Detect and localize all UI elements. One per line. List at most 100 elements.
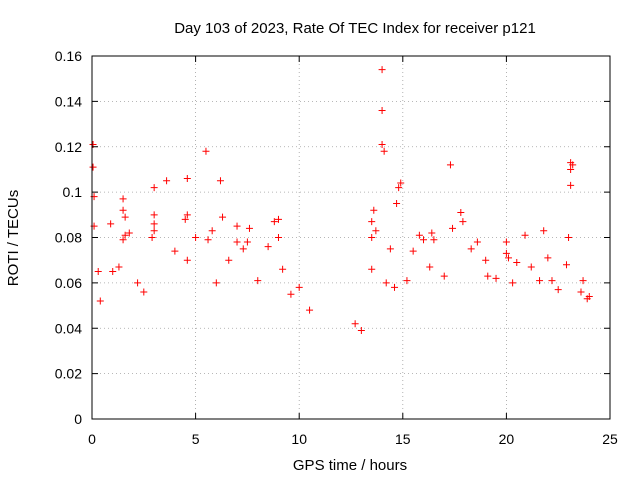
data-point: [504, 254, 512, 262]
data-point: [150, 227, 158, 235]
data-point: [492, 274, 500, 282]
y-tick-label: 0.02: [55, 366, 82, 382]
data-point: [94, 268, 102, 276]
data-point: [368, 265, 376, 273]
y-tick-label: 0.14: [55, 93, 82, 109]
data-point: [243, 238, 251, 246]
data-point: [208, 227, 216, 235]
data-point: [585, 292, 593, 300]
data-point: [183, 175, 191, 183]
data-point: [380, 147, 388, 155]
data-point: [567, 181, 575, 189]
data-point: [287, 290, 295, 298]
data-point: [428, 229, 436, 237]
y-tick-labels: 0 0.02 0.04 0.06 0.08 0.1 0.12 0.14 0.16: [55, 48, 82, 427]
y-tick-label: 0: [74, 411, 82, 427]
data-point: [368, 218, 376, 226]
y-tick-label: 0.12: [55, 139, 82, 155]
axis-ticks: [91, 55, 611, 420]
data-point: [202, 147, 210, 155]
data-point: [119, 206, 127, 214]
data-point: [140, 288, 148, 296]
data-point: [509, 279, 517, 287]
data-point: [219, 213, 227, 221]
data-point: [150, 220, 158, 228]
data-point: [409, 247, 417, 255]
data-point: [295, 283, 303, 291]
data-point: [150, 184, 158, 192]
y-tick-label: 0.06: [55, 275, 82, 291]
data-point: [107, 220, 115, 228]
data-point: [457, 209, 465, 217]
x-tick-label: 0: [88, 431, 96, 447]
scatter-points: [89, 66, 593, 335]
data-point: [121, 231, 129, 239]
data-point: [569, 161, 577, 169]
data-point: [548, 277, 556, 285]
x-tick-label: 25: [602, 431, 618, 447]
data-point: [264, 243, 272, 251]
data-point: [119, 236, 127, 244]
x-tick-labels: 0 5 10 15 20 25: [88, 431, 618, 447]
data-point: [233, 222, 241, 230]
data-point: [446, 161, 454, 169]
data-point: [473, 238, 481, 246]
y-tick-label: 0.04: [55, 320, 82, 336]
data-point: [540, 227, 548, 235]
data-point: [420, 236, 428, 244]
y-tick-label: 0.08: [55, 230, 82, 246]
data-point: [119, 195, 127, 203]
data-point: [372, 227, 380, 235]
data-point: [484, 272, 492, 280]
data-point: [386, 245, 394, 253]
data-point: [216, 177, 224, 185]
data-point: [565, 234, 573, 241]
data-point: [183, 211, 191, 219]
data-point: [183, 256, 191, 264]
data-point: [306, 306, 314, 314]
data-point: [115, 263, 123, 271]
data-point: [274, 234, 282, 241]
data-point: [96, 297, 104, 305]
data-point: [567, 165, 575, 173]
data-point: [449, 224, 457, 232]
data-point: [393, 199, 401, 207]
data-point: [577, 288, 585, 296]
data-point: [171, 247, 179, 255]
data-point: [426, 263, 434, 271]
data-point: [109, 268, 117, 276]
grid: [92, 56, 610, 419]
data-point: [579, 277, 587, 285]
chart-title: Day 103 of 2023, Rate Of TEC Index for r…: [174, 20, 536, 37]
data-point: [430, 236, 438, 244]
y-axis-label: ROTI / TECUs: [5, 190, 22, 286]
data-point: [181, 215, 189, 223]
data-point: [233, 238, 241, 246]
data-point: [459, 218, 467, 226]
data-point: [554, 286, 562, 294]
data-point: [239, 245, 247, 253]
data-point: [378, 106, 386, 114]
data-point: [254, 277, 262, 285]
data-point: [204, 236, 212, 244]
data-point: [382, 279, 390, 287]
x-tick-label: 20: [499, 431, 515, 447]
data-point: [544, 254, 552, 262]
data-point: [125, 229, 133, 237]
data-point: [121, 213, 129, 221]
data-point: [163, 177, 171, 185]
data-point: [357, 327, 365, 335]
data-point: [370, 206, 378, 214]
data-point: [415, 231, 423, 239]
data-point: [212, 279, 220, 287]
data-point: [403, 277, 411, 285]
data-point: [467, 245, 475, 253]
data-point: [521, 231, 529, 239]
data-point: [536, 277, 544, 285]
x-axis-label: GPS time / hours: [293, 457, 407, 474]
data-point: [378, 140, 386, 148]
data-point: [482, 256, 490, 264]
data-point: [527, 263, 535, 271]
data-point: [274, 215, 282, 223]
